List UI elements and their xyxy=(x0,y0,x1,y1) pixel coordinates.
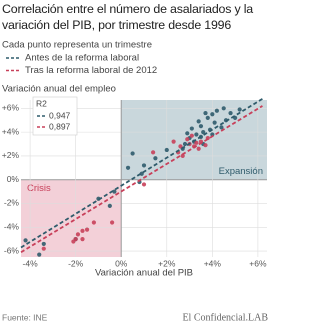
point xyxy=(75,232,81,237)
r2-value: 0,947 xyxy=(49,110,71,120)
brand: El Confidencial.LAB xyxy=(182,312,268,323)
region-label: Crisis xyxy=(27,183,51,194)
legend-label: Tras la reforma laboral de 2012 xyxy=(25,65,157,76)
point xyxy=(91,220,96,225)
point xyxy=(194,140,199,145)
x-tick-label: +6% xyxy=(249,258,267,268)
region-label: Expansión xyxy=(219,166,263,177)
chart: Cada punto representa un trimestre Varia… xyxy=(2,40,269,324)
point xyxy=(37,252,42,257)
r2-value: 0,897 xyxy=(49,121,71,131)
point xyxy=(205,115,210,120)
trend-line xyxy=(20,98,263,249)
point xyxy=(185,131,190,136)
chart-title: Correlación entre el número de asalariad… xyxy=(2,2,253,32)
point xyxy=(171,139,176,144)
legend-label: Antes de la reforma laboral xyxy=(25,53,139,64)
point xyxy=(228,110,233,116)
x-tick-label: -4% xyxy=(23,258,39,268)
y-tick-label: -4% xyxy=(4,222,20,232)
y-axis-label: Variación anual del empleo xyxy=(2,84,116,95)
point xyxy=(221,106,226,111)
trend-line xyxy=(20,105,263,254)
y-tick-label: +4% xyxy=(2,126,20,136)
point xyxy=(153,156,158,161)
point xyxy=(196,146,201,151)
point xyxy=(182,141,188,147)
point xyxy=(110,220,115,225)
point xyxy=(80,228,85,233)
point xyxy=(107,203,112,208)
point xyxy=(201,130,206,135)
x-tick-label: 0% xyxy=(115,258,128,268)
point xyxy=(178,144,183,149)
point xyxy=(212,120,217,125)
point xyxy=(164,147,169,153)
subtitle: Cada punto representa un trimestre xyxy=(2,40,152,51)
y-tick-label: 0% xyxy=(7,174,20,184)
point xyxy=(141,163,147,168)
point xyxy=(84,227,90,232)
point xyxy=(198,124,204,129)
source: Fuente: INE xyxy=(2,312,48,322)
point xyxy=(189,133,194,138)
point xyxy=(141,182,147,187)
r2-box xyxy=(32,96,78,136)
point xyxy=(196,119,201,124)
point xyxy=(203,143,208,148)
point xyxy=(189,126,194,131)
point xyxy=(112,189,117,194)
x-tick-label: +4% xyxy=(204,258,222,268)
point xyxy=(180,153,185,159)
point xyxy=(41,241,46,247)
y-tick-label: +6% xyxy=(2,103,20,113)
y-tick-label: -6% xyxy=(4,245,20,255)
y-tick-label: +2% xyxy=(2,150,20,160)
point xyxy=(214,108,219,113)
x-tick-label: +2% xyxy=(158,258,176,268)
point xyxy=(210,132,215,137)
x-axis-label: Variación anual del PIB xyxy=(95,268,193,279)
point xyxy=(151,150,156,155)
y-tick-label: -2% xyxy=(4,198,20,208)
point xyxy=(219,125,224,130)
point xyxy=(194,132,199,137)
point xyxy=(125,165,131,170)
point xyxy=(130,151,135,156)
point xyxy=(185,137,190,142)
point xyxy=(80,237,85,242)
point xyxy=(203,110,208,116)
x-tick-label: -2% xyxy=(68,258,84,268)
point xyxy=(210,112,215,117)
point xyxy=(41,246,46,251)
point xyxy=(23,238,28,243)
point xyxy=(71,239,76,244)
page: Correlación entre el número de asalariad… xyxy=(2,2,269,324)
region xyxy=(21,179,122,257)
point xyxy=(237,107,242,112)
r2-title: R2 xyxy=(36,98,47,108)
